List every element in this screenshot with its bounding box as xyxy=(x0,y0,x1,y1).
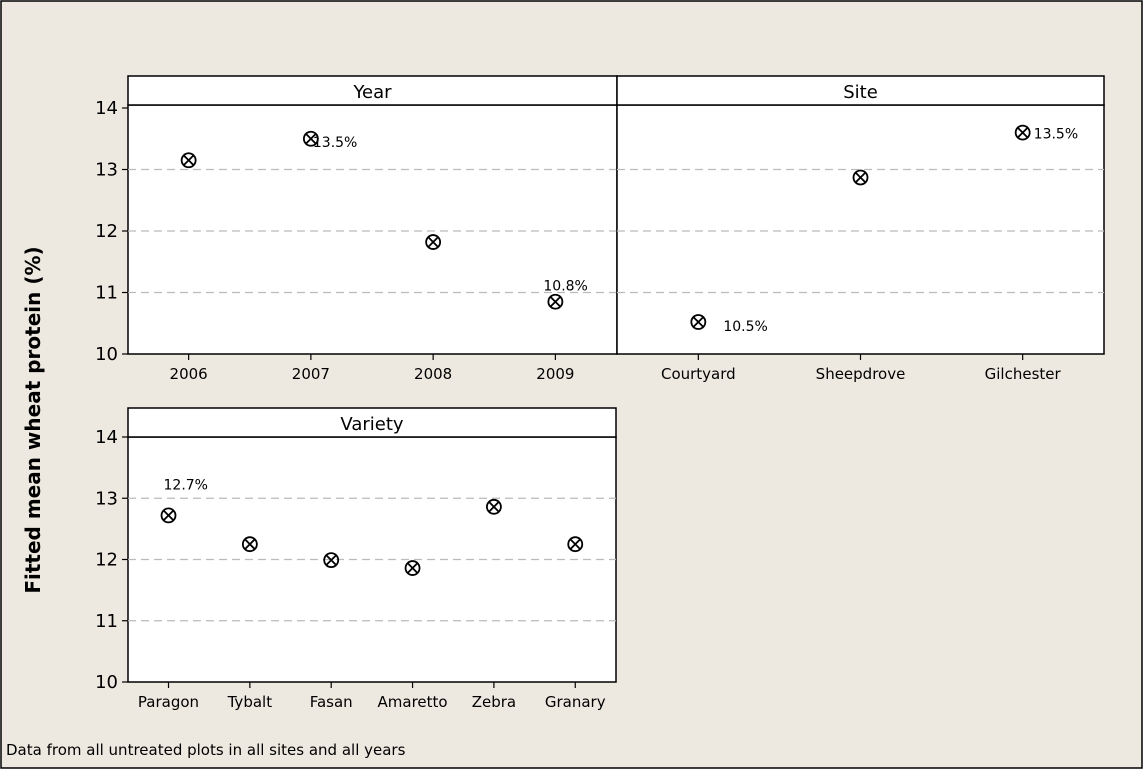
data-point xyxy=(180,152,197,169)
strip-label-variety: Variety xyxy=(340,414,403,435)
point-cross xyxy=(244,538,256,550)
panels: Year 10 11 12 13 14 2006 2007 2008 2009 13.5% 10.8%… xyxy=(95,75,1105,711)
data-point xyxy=(302,130,319,147)
point-cross xyxy=(1017,127,1029,139)
point-circle xyxy=(160,507,177,524)
plot-area xyxy=(616,104,1105,355)
x-tick-label: 2007 xyxy=(292,365,330,383)
y-tick-label: 10 xyxy=(95,672,118,693)
point-circle xyxy=(1014,124,1031,141)
panel-variety: Variety 10 11 12 13 14 Paragon Tybalt Fasan Amare… xyxy=(95,407,617,711)
point-cross xyxy=(549,296,561,308)
point-circle xyxy=(852,169,869,186)
plot-area xyxy=(127,436,617,683)
y-tick-label: 14 xyxy=(95,98,118,119)
data-point xyxy=(852,169,869,186)
x-tick-label: Paragon xyxy=(138,693,199,711)
strip-label-year: Year xyxy=(352,82,392,103)
footnote: Data from all untreated plots in all sit… xyxy=(6,741,406,759)
point-circle xyxy=(425,234,442,250)
point-cross xyxy=(183,154,195,166)
x-tick-label: Amaretto xyxy=(378,693,448,711)
data-label: 12.7% xyxy=(164,477,208,493)
x-tick-label: 2006 xyxy=(170,365,208,383)
x-tick-label: Granary xyxy=(545,693,606,711)
panel-site: Site Courtyard Sheepdrove Gilchester 10.5% 13… xyxy=(616,75,1105,383)
x-tick-label: 2009 xyxy=(536,365,574,383)
strip-label-site: Site xyxy=(843,82,878,103)
point-circle xyxy=(404,560,421,576)
data-point xyxy=(486,498,502,515)
point-circle xyxy=(547,293,564,310)
point-cross xyxy=(427,236,439,248)
point-circle xyxy=(302,130,319,147)
x-tick-label: Gilchester xyxy=(985,365,1062,383)
data-point xyxy=(323,552,340,569)
point-cross xyxy=(488,501,500,513)
y-tick-label: 12 xyxy=(95,550,118,571)
point-cross xyxy=(305,133,317,145)
y-tick-label: 12 xyxy=(95,221,118,242)
data-label: 13.5% xyxy=(1034,127,1078,143)
point-cross xyxy=(854,171,867,184)
x-tick-label: 2008 xyxy=(414,365,452,383)
panel-year: Year 10 11 12 13 14 2006 2007 2008 2009 13.5% 10.8% xyxy=(95,75,618,383)
point-circle xyxy=(690,314,707,330)
x-tick-label: Courtyard xyxy=(661,365,736,383)
x-tick-label: Zebra xyxy=(472,693,516,711)
data-point xyxy=(160,507,177,524)
point-cross xyxy=(407,562,419,574)
data-label: 13.5% xyxy=(313,135,357,151)
strip-header xyxy=(616,75,1105,106)
data-point xyxy=(567,536,584,553)
y-tick-label: 14 xyxy=(95,427,118,448)
strip-header xyxy=(127,407,617,438)
y-tick-label: 13 xyxy=(95,160,118,181)
point-circle xyxy=(567,536,584,553)
x-tick-label: Tybalt xyxy=(227,693,273,711)
x-tick-label: Sheepdrove xyxy=(816,365,906,383)
point-cross xyxy=(569,538,581,550)
data-point xyxy=(425,234,442,250)
data-point xyxy=(547,293,564,310)
y-tick-label: 11 xyxy=(95,611,118,632)
point-cross xyxy=(325,554,337,566)
data-point xyxy=(404,560,421,576)
y-tick-label: 13 xyxy=(95,488,118,509)
data-point xyxy=(241,536,258,553)
data-label: 10.5% xyxy=(723,319,767,335)
data-point xyxy=(1014,124,1031,141)
data-label: 10.8% xyxy=(543,279,587,295)
data-point xyxy=(690,314,707,330)
plot-area xyxy=(127,104,618,355)
point-cross xyxy=(692,316,704,328)
y-axis-label: Fitted mean wheat protein (%) xyxy=(21,246,45,593)
y-tick-label: 10 xyxy=(95,344,118,365)
x-tick-label: Fasan xyxy=(310,693,353,711)
point-circle xyxy=(323,552,340,569)
y-tick-label: 11 xyxy=(95,283,118,304)
strip-header xyxy=(127,75,618,106)
point-circle xyxy=(486,498,502,515)
point-circle xyxy=(180,152,197,169)
point-circle xyxy=(241,536,258,553)
point-cross xyxy=(162,509,175,521)
